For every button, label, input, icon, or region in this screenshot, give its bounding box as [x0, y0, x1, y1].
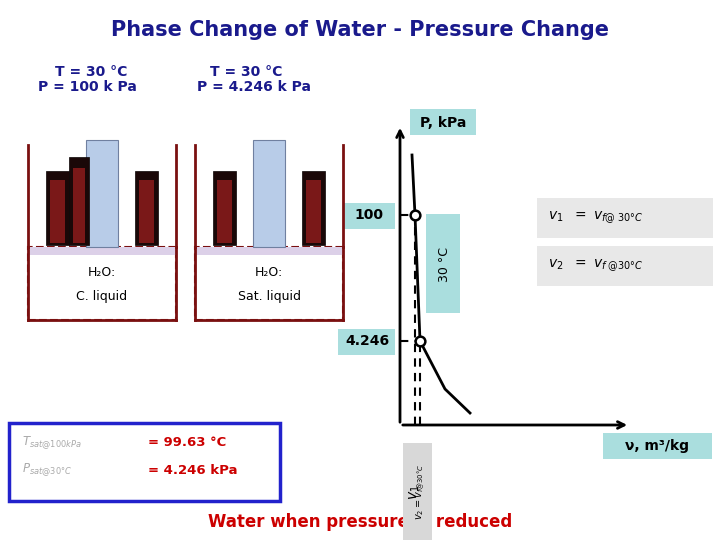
Bar — [306, 180, 320, 242]
Text: $\mathit{P}_{sat@30°C}$: $\mathit{P}_{sat@30°C}$ — [22, 461, 72, 479]
Text: 30 °C: 30 °C — [438, 246, 451, 281]
Text: P = 100 k Pa: P = 100 k Pa — [38, 80, 137, 94]
Bar — [135, 171, 158, 245]
FancyBboxPatch shape — [603, 433, 712, 459]
Text: Water when pressure is reduced: Water when pressure is reduced — [208, 513, 512, 531]
Text: 4.246: 4.246 — [345, 334, 389, 348]
Bar — [73, 168, 85, 242]
Text: $v_1$: $v_1$ — [408, 484, 422, 500]
Text: Phase Change of Water - Pressure Change: Phase Change of Water - Pressure Change — [111, 20, 609, 40]
FancyBboxPatch shape — [9, 423, 280, 501]
FancyBboxPatch shape — [537, 246, 713, 286]
Text: = 4.246 kPa: = 4.246 kPa — [148, 463, 238, 476]
Text: C. liquid: C. liquid — [76, 290, 127, 303]
Text: P = 4.246 k Pa: P = 4.246 k Pa — [197, 80, 311, 94]
Bar — [28, 246, 176, 255]
Text: H₂O:: H₂O: — [88, 266, 116, 279]
Text: $\it{v}_2$  $=$ $\it{v}_{f\ @30°C}$: $\it{v}_2$ $=$ $\it{v}_{f\ @30°C}$ — [548, 258, 644, 274]
Bar — [253, 140, 285, 246]
Text: 100: 100 — [354, 208, 384, 222]
FancyBboxPatch shape — [410, 109, 476, 135]
Text: T = 30 °C: T = 30 °C — [55, 65, 127, 79]
Bar — [139, 180, 153, 242]
FancyBboxPatch shape — [537, 198, 713, 238]
FancyBboxPatch shape — [28, 246, 176, 320]
FancyBboxPatch shape — [195, 246, 343, 320]
FancyBboxPatch shape — [426, 214, 460, 313]
Text: H₂O:: H₂O: — [255, 266, 283, 279]
FancyBboxPatch shape — [408, 443, 432, 540]
Text: ν, m³/kg: ν, m³/kg — [625, 439, 689, 453]
Bar — [213, 171, 236, 245]
Text: P, kPa: P, kPa — [420, 116, 466, 130]
Text: $\it{v}_1$  $=$ $\it{v}_{f@\ 30°C}$: $\it{v}_1$ $=$ $\it{v}_{f@\ 30°C}$ — [548, 210, 644, 226]
Bar — [50, 180, 65, 242]
FancyBboxPatch shape — [338, 329, 395, 355]
Bar — [69, 157, 89, 245]
Bar — [86, 140, 118, 246]
Text: = 99.63 °C: = 99.63 °C — [148, 436, 226, 449]
Bar — [46, 171, 69, 245]
FancyBboxPatch shape — [403, 443, 427, 540]
Bar — [302, 171, 325, 245]
Text: $\mathit{T}_{sat@100kPa}$: $\mathit{T}_{sat@100kPa}$ — [22, 434, 82, 452]
Text: T = 30 °C: T = 30 °C — [210, 65, 282, 79]
Text: $v_2 = v_{f@30°C}$: $v_2 = v_{f@30°C}$ — [414, 464, 426, 520]
FancyBboxPatch shape — [343, 203, 395, 229]
Text: Sat. liquid: Sat. liquid — [238, 290, 300, 303]
Bar — [195, 246, 343, 255]
Bar — [217, 180, 232, 242]
